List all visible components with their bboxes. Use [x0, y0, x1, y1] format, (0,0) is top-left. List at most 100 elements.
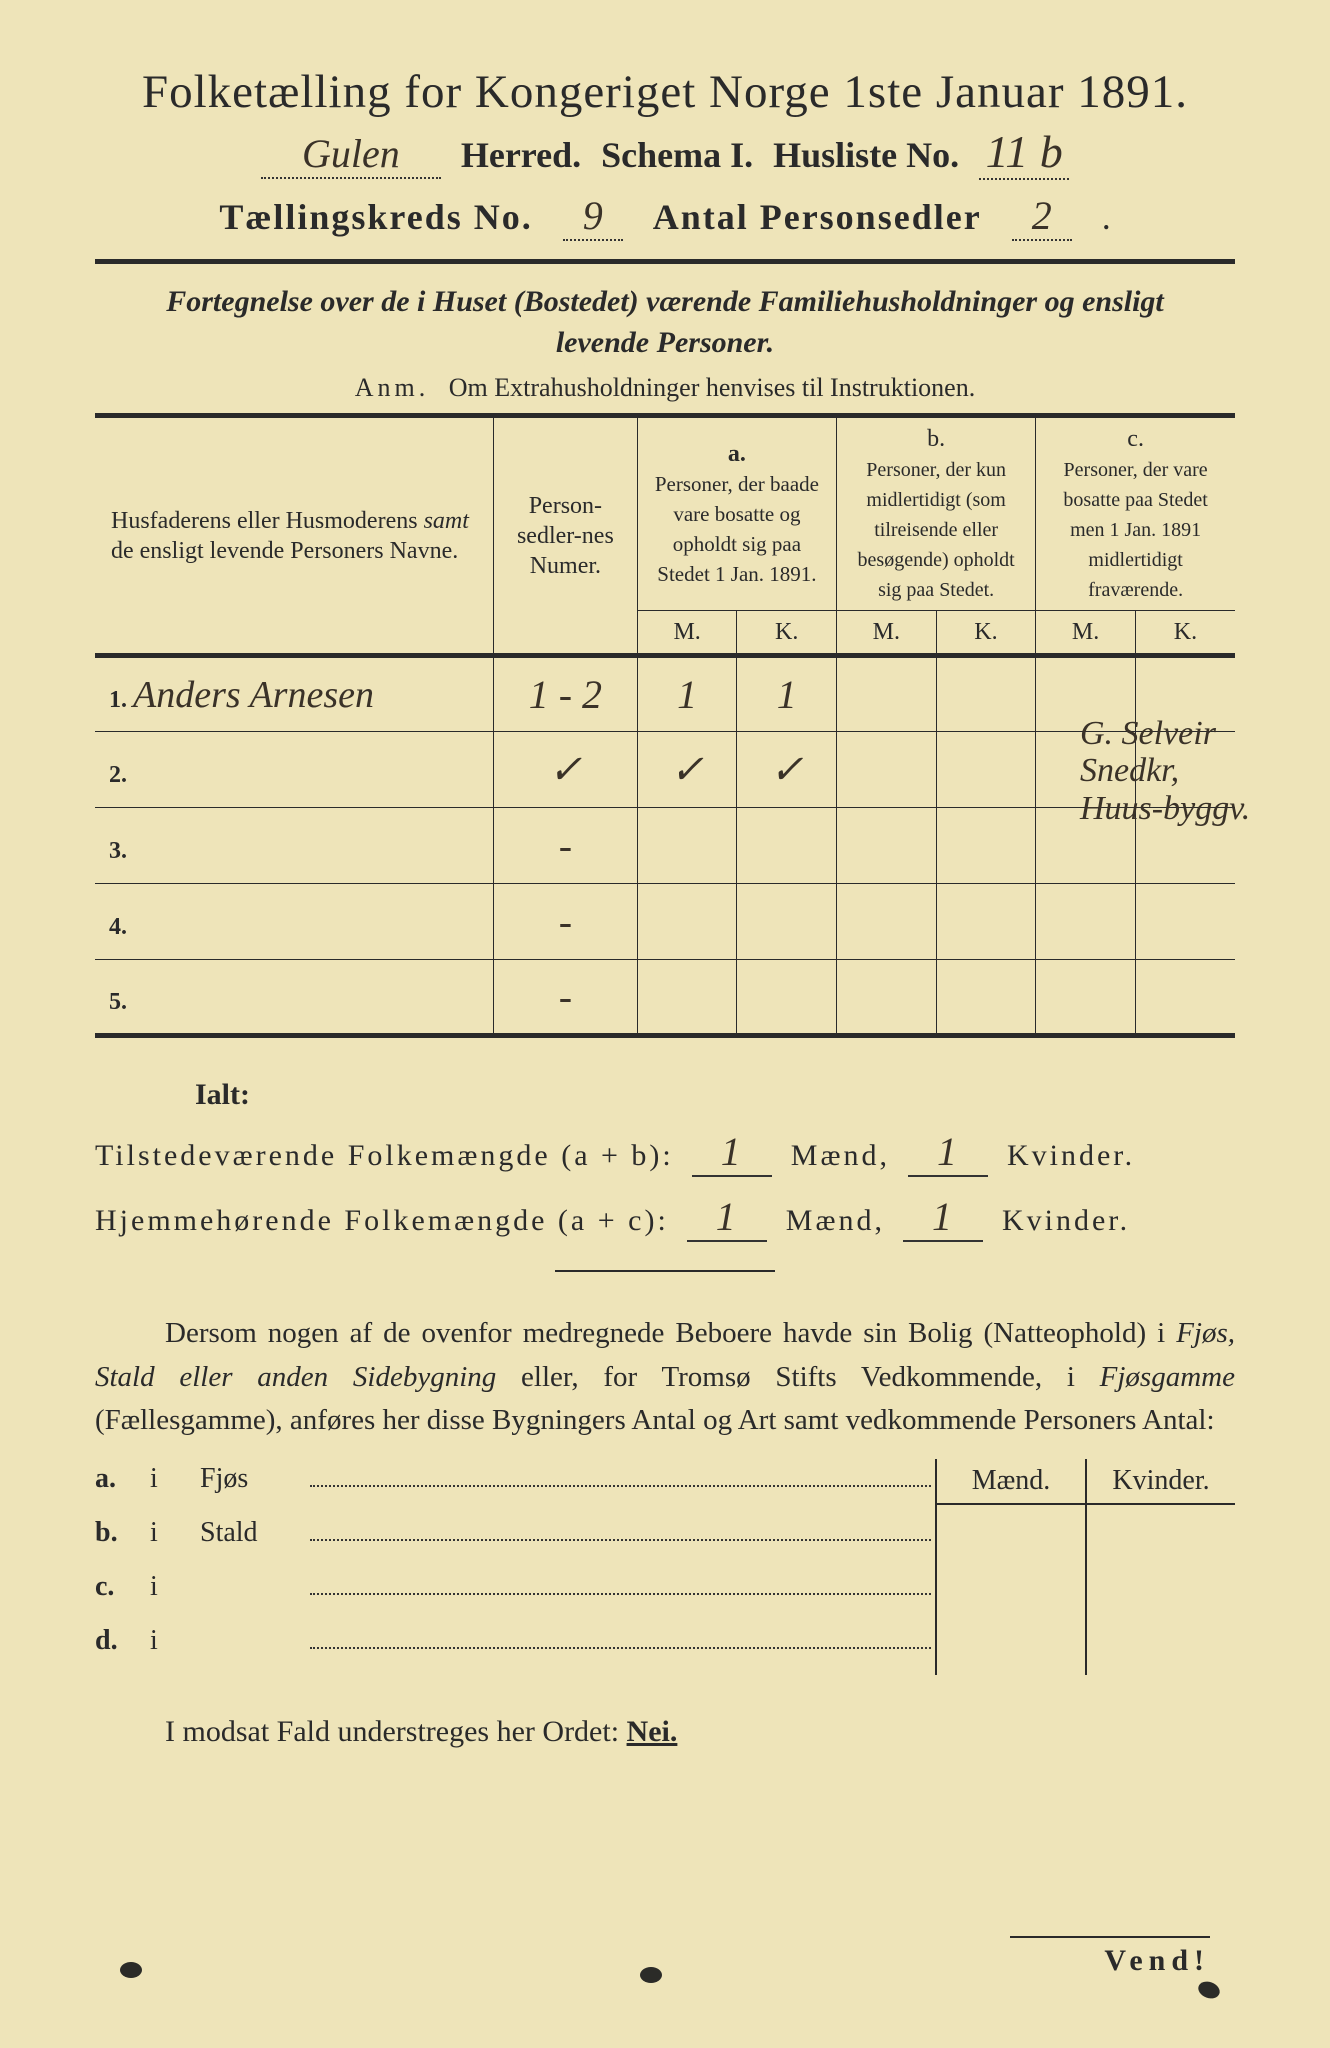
subtitle: Fortegnelse over de i Huset (Bostedet) v… [95, 282, 1235, 363]
hjemme-line: Hjemmehørende Folkemængde (a + c): 1 Mæn… [95, 1193, 1235, 1242]
census-form-page: Folketælling for Kongeriget Norge 1ste J… [0, 0, 1330, 2048]
row-name: 3. [95, 808, 493, 884]
row-num: 1 - 2 [493, 656, 637, 732]
row-cm [1036, 960, 1136, 1036]
row-am [637, 960, 737, 1036]
ink-spot [1196, 1979, 1222, 2002]
margin-note-handwritten: G. Selveir Snedkr, Huus-byggv. [1080, 715, 1260, 827]
b-k: K. [936, 611, 1036, 656]
vend-label: Vend! [1010, 1936, 1210, 1978]
row-name: 2. [95, 732, 493, 808]
side-row-dots [310, 1567, 931, 1595]
antal-value: 2 [1012, 192, 1072, 241]
side-row: d. i [95, 1621, 931, 1657]
side-row-i: i [150, 1517, 200, 1549]
row-ak [737, 884, 837, 960]
row-am [637, 884, 737, 960]
row-bk [936, 884, 1036, 960]
row-bm [837, 732, 937, 808]
row-ak: 1 [737, 656, 837, 732]
col-a-text: Personer, der baade vare bosatte og opho… [655, 472, 819, 586]
sidebuilding-table: a. i Fjøs b. i Stald c. i d. i Mænd. Kvi… [95, 1459, 1235, 1675]
table-row: 1. Anders Arnesen 1 - 2 1 1 [95, 656, 1235, 732]
main-title: Folketælling for Kongeriget Norge 1ste J… [95, 65, 1235, 119]
maend-1: Mænd, [791, 1139, 890, 1172]
hjemme-label: Hjemmehørende Folkemængde (a + c): [95, 1204, 669, 1237]
row-bm [837, 960, 937, 1036]
antal-label: Antal Personsedler [653, 196, 982, 238]
modsat-line: I modsat Fald understreges her Ordet: Ne… [95, 1715, 1235, 1749]
main-table: Husfaderens eller Husmoderens samt de en… [95, 413, 1235, 1038]
tilstede-k: 1 [908, 1128, 988, 1177]
anm-prefix: Anm. [355, 373, 430, 402]
col-b-text: Personer, der kun midlertidigt (som tilr… [858, 459, 1015, 601]
col-c-header: c. Personer, der vare bosatte paa Stedet… [1036, 416, 1235, 611]
maend-2: Mænd, [786, 1204, 885, 1237]
schema-label: Schema I. [601, 134, 753, 176]
table-row: 2. ✓ ✓ ✓ [95, 732, 1235, 808]
table-row: 3. - [95, 808, 1235, 884]
row-bk [936, 808, 1036, 884]
side-row: a. i Fjøs [95, 1459, 931, 1495]
totals-block: Ialt: Tilstedeværende Folkemængde (a + b… [95, 1078, 1235, 1242]
side-row: c. i [95, 1567, 931, 1603]
row-name: 5. [95, 960, 493, 1036]
row-am: ✓ [637, 732, 737, 808]
row-ak: ✓ [737, 732, 837, 808]
row-name: 1. Anders Arnesen [95, 656, 493, 732]
ink-spot [120, 1962, 142, 1978]
col-a-label: a. [728, 441, 746, 467]
side-col-m-hdr: Mænd. [937, 1459, 1085, 1505]
header-row-2: Tællingskreds No. 9 Antal Personsedler 2… [95, 192, 1235, 241]
row-num: - [493, 960, 637, 1036]
ink-spot [640, 1967, 662, 1983]
row-ak [737, 960, 837, 1036]
paragraph: Dersom nogen af de ovenfor medregnede Be… [95, 1312, 1235, 1443]
tkreds-label: Tællingskreds No. [219, 196, 532, 238]
table-row: 5. - [95, 960, 1235, 1036]
side-row-name: Fjøs [200, 1463, 310, 1495]
row-num: - [493, 808, 637, 884]
header-row-1: Gulen Herred. Schema I. Husliste No. 11 … [95, 125, 1235, 180]
c-m: M. [1036, 611, 1136, 656]
row-bk [936, 960, 1036, 1036]
row-ck [1135, 960, 1235, 1036]
side-left: a. i Fjøs b. i Stald c. i d. i [95, 1459, 931, 1675]
herred-label: Herred. [461, 134, 581, 176]
husliste-label: Husliste No. [773, 134, 959, 176]
short-rule [555, 1270, 775, 1272]
hjemme-k: 1 [903, 1193, 983, 1242]
anm-text: Om Extrahusholdninger henvises til Instr… [449, 373, 975, 402]
row-bk [936, 656, 1036, 732]
side-row-dots [310, 1459, 931, 1487]
tilstede-label: Tilstedeværende Folkemængde (a + b): [95, 1139, 674, 1172]
col-a-header: a. Personer, der baade vare bosatte og o… [637, 416, 836, 611]
side-row-dots [310, 1513, 931, 1541]
a-m: M. [637, 611, 737, 656]
side-row-i: i [150, 1625, 200, 1657]
side-col-m: Mænd. [935, 1459, 1085, 1675]
row-am [637, 808, 737, 884]
row-num: - [493, 884, 637, 960]
col-num-header: Person-sedler-nes Numer. [493, 416, 637, 656]
anm-line: Anm. Om Extrahusholdninger henvises til … [95, 373, 1235, 403]
kvinder-1: Kvinder. [1007, 1139, 1135, 1172]
row-cm [1036, 884, 1136, 960]
side-row: b. i Stald [95, 1513, 931, 1549]
row-bk [936, 732, 1036, 808]
row-bm [837, 884, 937, 960]
row-am: 1 [637, 656, 737, 732]
modsat-text: I modsat Fald understreges her Ordet: [165, 1715, 619, 1748]
hjemme-m: 1 [687, 1193, 767, 1242]
tkreds-value: 9 [563, 192, 623, 241]
row-ak [737, 808, 837, 884]
side-row-lbl: a. [95, 1463, 150, 1495]
side-row-dots [310, 1621, 931, 1649]
table-row: 4. - [95, 884, 1235, 960]
side-row-name: Stald [200, 1517, 310, 1549]
kvinder-2: Kvinder. [1002, 1204, 1130, 1237]
col-c-text: Personer, der vare bosatte paa Stedet me… [1063, 459, 1207, 601]
nei-word: Nei. [627, 1715, 678, 1748]
subtitle-line2: levende Personer. [556, 326, 774, 359]
b-m: M. [837, 611, 937, 656]
